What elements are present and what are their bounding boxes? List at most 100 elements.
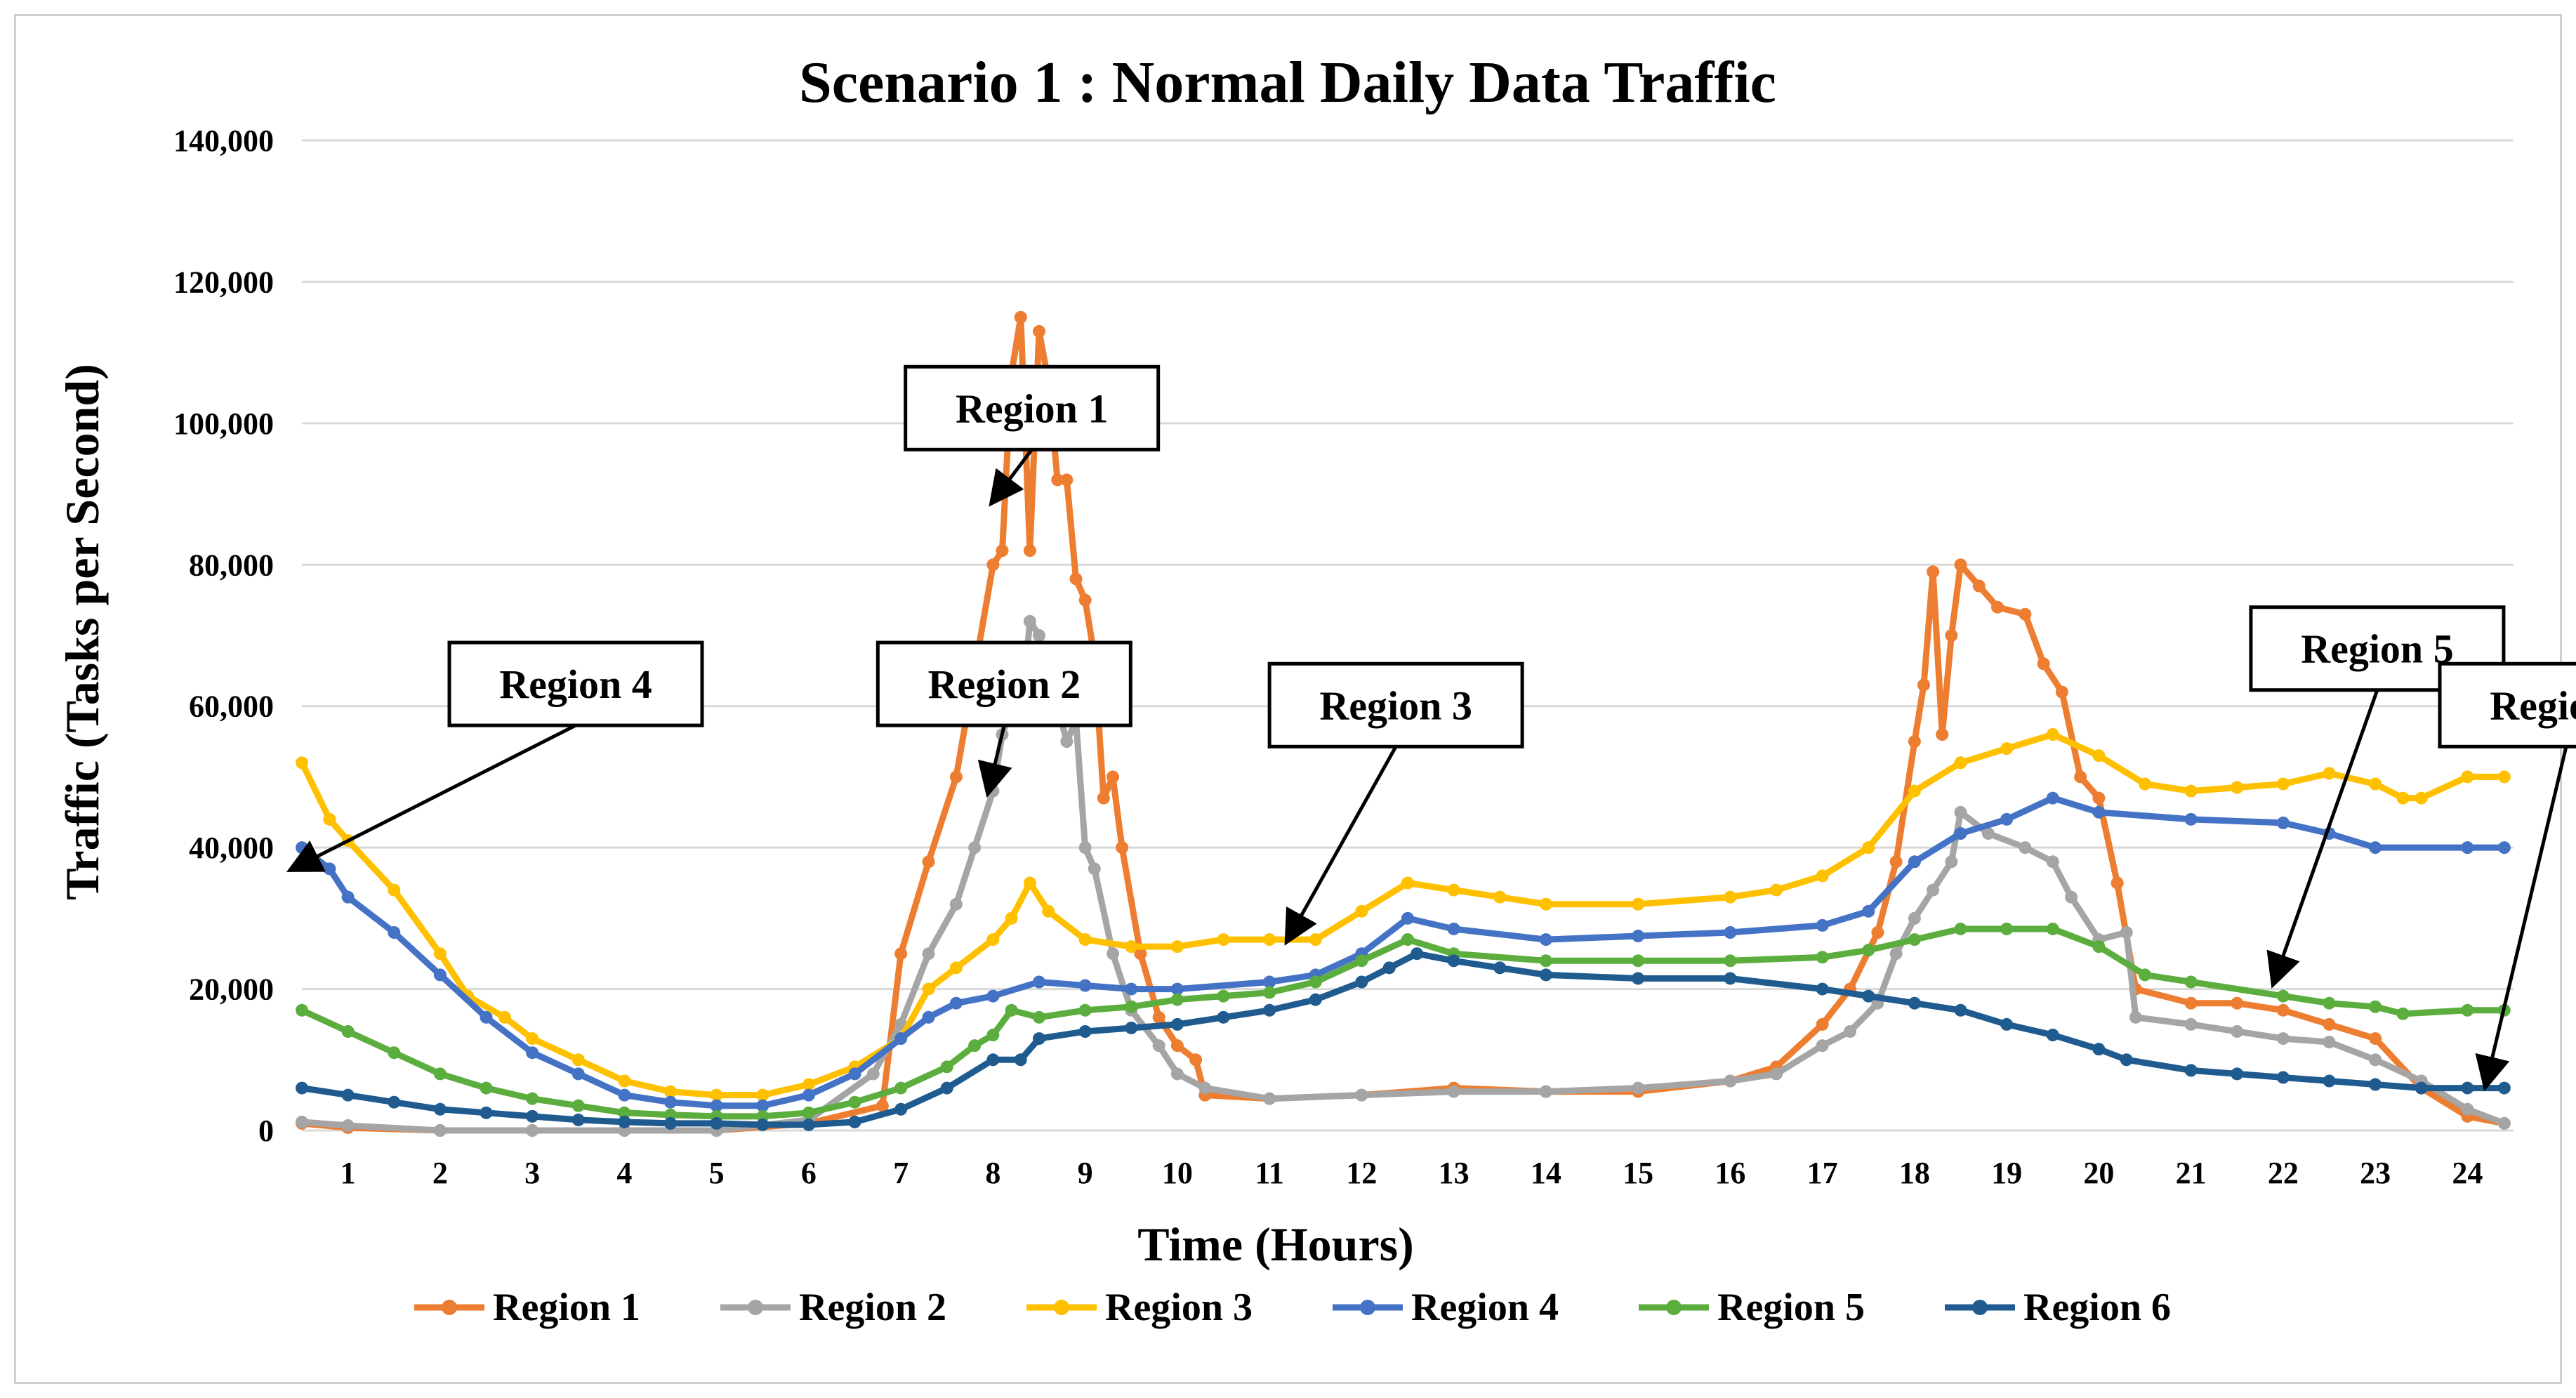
data-point — [2184, 1017, 2198, 1031]
data-point — [2046, 791, 2059, 805]
data-point — [1051, 473, 1064, 487]
data-point — [2231, 1067, 2244, 1081]
data-point — [1309, 933, 1322, 947]
data-point — [618, 1088, 631, 1102]
data-point — [1816, 951, 1829, 964]
data-point — [756, 1099, 770, 1112]
data-point — [1217, 933, 1230, 947]
x-tick-label: 6 — [801, 1156, 817, 1190]
data-point — [1493, 961, 1507, 975]
data-point — [296, 841, 308, 855]
data-point — [1263, 1092, 1276, 1105]
data-point — [1152, 1010, 1165, 1024]
data-point — [1816, 1039, 1829, 1053]
data-point — [1816, 1017, 1829, 1031]
legend-label: Region 1 — [493, 1286, 640, 1329]
annotation-box — [1267, 661, 1524, 749]
data-point — [1033, 1010, 1045, 1024]
data-point — [986, 558, 1000, 572]
legend-item-4: Region 4 — [1333, 1286, 1559, 1329]
data-point — [2139, 777, 2151, 791]
data-point — [949, 770, 963, 784]
data-point — [1116, 841, 1129, 855]
data-point — [664, 1085, 677, 1098]
data-point — [572, 1067, 585, 1081]
data-point — [2369, 1053, 2382, 1067]
data-point — [618, 1115, 631, 1128]
y-tick-label: 20,000 — [189, 972, 274, 1007]
data-point — [2497, 1116, 2511, 1130]
data-point — [526, 1046, 539, 1060]
data-point — [2369, 841, 2382, 855]
data-point — [572, 1113, 585, 1126]
data-point — [894, 1081, 908, 1095]
data-point — [710, 1116, 723, 1130]
data-point — [2184, 996, 2198, 1010]
data-point — [1493, 890, 1507, 904]
series-3 — [296, 728, 2511, 1102]
annotation-arrow — [989, 448, 1033, 507]
data-point — [2092, 749, 2106, 763]
data-point — [1632, 930, 1645, 943]
data-point — [1198, 1081, 1212, 1095]
data-point — [1382, 961, 1396, 975]
data-point — [2019, 607, 2032, 621]
data-point — [323, 812, 336, 826]
legend-item-3: Region 3 — [1026, 1286, 1253, 1329]
data-point — [572, 1099, 585, 1112]
data-point — [1078, 1003, 1092, 1017]
data-point — [986, 1053, 1000, 1067]
data-point — [802, 1106, 815, 1119]
data-point — [1917, 678, 1930, 692]
data-point — [526, 1124, 539, 1137]
data-point — [2139, 968, 2151, 982]
data-point — [433, 947, 447, 961]
data-point — [876, 1099, 889, 1112]
data-point — [894, 947, 908, 961]
data-point — [986, 933, 1000, 947]
data-point — [2461, 1081, 2474, 1095]
legend: Region 1 Region 2 Region 3 Region 4 Region 5… — [414, 1286, 2171, 1329]
data-point — [1862, 841, 1875, 855]
data-point — [949, 961, 963, 975]
legend-label: Region 2 — [799, 1286, 946, 1329]
data-point — [2323, 996, 2336, 1010]
data-point — [1014, 310, 1027, 324]
x-tick-label: 16 — [1715, 1156, 1745, 1190]
x-tick-label: 12 — [1346, 1156, 1377, 1190]
data-point — [2184, 975, 2198, 989]
data-point — [1724, 972, 1737, 985]
data-point — [1125, 982, 1138, 996]
data-point — [296, 1003, 308, 1017]
data-point — [1060, 735, 1074, 749]
data-point — [341, 1119, 355, 1132]
y-axis-title: Traffic (Tasks per Second) — [55, 364, 109, 900]
data-point — [2092, 940, 2106, 954]
data-point — [1991, 600, 2004, 614]
data-point — [2276, 816, 2290, 829]
data-point — [2046, 922, 2059, 935]
data-point — [388, 1046, 401, 1060]
annotation-label: Region 4 — [499, 661, 652, 707]
data-point — [1005, 911, 1018, 925]
legend-swatch-marker — [1360, 1300, 1375, 1315]
y-tick-label: 120,000 — [173, 265, 274, 299]
data-point — [1060, 473, 1074, 487]
data-point — [922, 947, 935, 961]
data-point — [1862, 989, 1875, 1003]
data-point — [323, 862, 336, 876]
legend-item-1: Region 1 — [414, 1286, 640, 1329]
data-point — [1263, 1003, 1276, 1017]
x-tick-label: 20 — [2083, 1156, 2114, 1190]
data-point — [1770, 1067, 1783, 1081]
data-point — [2231, 1025, 2244, 1038]
annotation-box — [2438, 661, 2576, 749]
x-tick-label: 19 — [1991, 1156, 2022, 1190]
data-point — [1125, 940, 1138, 954]
legend-item-6: Region 6 — [1945, 1286, 2171, 1329]
x-tick-label: 9 — [1078, 1156, 1093, 1190]
data-point — [2497, 841, 2511, 855]
data-point — [1981, 827, 1995, 840]
data-point — [2369, 777, 2382, 791]
data-point — [1217, 1010, 1230, 1024]
